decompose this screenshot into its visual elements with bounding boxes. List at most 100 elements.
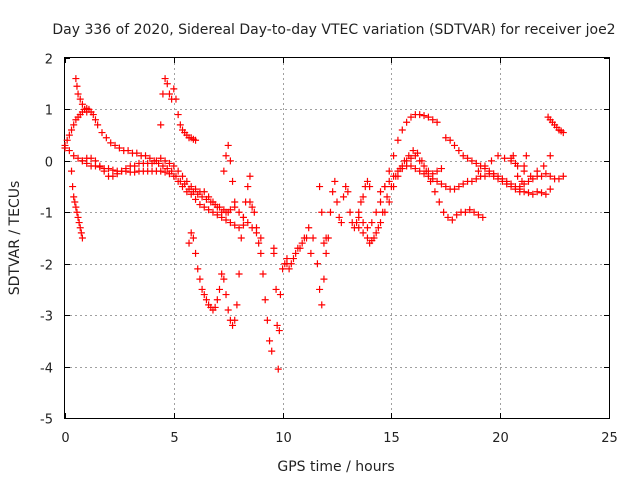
data-point bbox=[218, 270, 226, 278]
data-point bbox=[468, 177, 476, 185]
data-point bbox=[333, 198, 341, 206]
data-point bbox=[235, 270, 243, 278]
data-point bbox=[273, 321, 281, 329]
data-point bbox=[170, 162, 178, 170]
data-point bbox=[91, 116, 99, 124]
data-point bbox=[374, 224, 382, 232]
data-point bbox=[359, 193, 367, 201]
data-point bbox=[559, 172, 567, 180]
data-point bbox=[235, 208, 243, 216]
data-point bbox=[205, 193, 213, 201]
data-point bbox=[292, 249, 300, 257]
data-point bbox=[431, 188, 439, 196]
data-point bbox=[148, 159, 156, 167]
data-point bbox=[416, 167, 424, 175]
data-point bbox=[300, 234, 308, 242]
data-point bbox=[516, 188, 524, 196]
data-point bbox=[470, 208, 478, 216]
data-point bbox=[196, 201, 204, 209]
data-point bbox=[211, 303, 219, 311]
data-point bbox=[96, 162, 104, 170]
data-point bbox=[213, 211, 221, 219]
data-point bbox=[252, 224, 260, 232]
data-point bbox=[161, 157, 169, 165]
data-point bbox=[176, 121, 184, 129]
data-point bbox=[263, 316, 271, 324]
data-point bbox=[322, 249, 330, 257]
data-point bbox=[342, 183, 350, 191]
data-point bbox=[146, 154, 154, 162]
data-point bbox=[74, 213, 82, 221]
data-point bbox=[69, 183, 77, 191]
data-point bbox=[255, 239, 263, 247]
x-tick-label: 15 bbox=[383, 431, 400, 446]
data-point bbox=[192, 249, 200, 257]
data-point bbox=[400, 157, 408, 165]
data-point bbox=[231, 198, 239, 206]
data-point bbox=[115, 144, 123, 152]
data-point bbox=[222, 216, 230, 224]
data-point bbox=[514, 172, 522, 180]
data-point bbox=[131, 168, 139, 176]
data-point bbox=[142, 152, 150, 160]
data-point bbox=[222, 291, 230, 299]
data-point bbox=[226, 157, 234, 165]
data-point bbox=[74, 154, 82, 162]
data-point bbox=[546, 152, 554, 160]
data-point bbox=[542, 190, 550, 198]
data-point bbox=[377, 188, 385, 196]
data-point bbox=[152, 157, 160, 165]
data-point bbox=[296, 244, 304, 252]
data-point bbox=[337, 219, 345, 227]
data-point bbox=[222, 152, 230, 160]
data-point bbox=[442, 183, 450, 191]
data-point bbox=[209, 208, 217, 216]
data-point bbox=[87, 154, 95, 162]
data-point bbox=[174, 111, 182, 119]
data-point bbox=[398, 165, 406, 173]
data-point bbox=[187, 190, 195, 198]
data-point bbox=[268, 347, 276, 355]
data-point bbox=[165, 90, 173, 98]
series-track-16 bbox=[366, 147, 487, 247]
data-point bbox=[174, 177, 182, 185]
data-point bbox=[429, 175, 437, 183]
data-point bbox=[289, 255, 297, 263]
data-point bbox=[416, 111, 424, 119]
data-point bbox=[91, 157, 99, 165]
data-point bbox=[409, 147, 417, 155]
data-point bbox=[472, 175, 480, 183]
series-track-9 bbox=[220, 141, 239, 206]
data-point bbox=[71, 198, 79, 206]
data-point bbox=[246, 198, 254, 206]
data-point bbox=[424, 113, 432, 121]
data-point bbox=[411, 165, 419, 173]
data-point bbox=[77, 229, 85, 237]
data-point bbox=[485, 167, 493, 175]
data-point bbox=[420, 112, 428, 120]
data-point bbox=[224, 141, 232, 149]
data-point bbox=[414, 149, 422, 157]
data-point bbox=[344, 188, 352, 196]
data-point bbox=[65, 131, 73, 139]
data-point bbox=[318, 301, 326, 309]
data-point bbox=[407, 113, 415, 121]
data-point bbox=[183, 177, 191, 185]
x-tick-label: 5 bbox=[170, 431, 178, 446]
data-point bbox=[538, 189, 546, 197]
data-point bbox=[257, 249, 265, 257]
data-point bbox=[185, 239, 193, 247]
data-point bbox=[335, 213, 343, 221]
x-tick-label: 0 bbox=[61, 431, 69, 446]
data-point bbox=[355, 213, 363, 221]
data-point bbox=[239, 221, 247, 229]
data-point bbox=[498, 175, 506, 183]
y-axis-label: SDTVAR / TECUs bbox=[7, 181, 23, 296]
data-point bbox=[285, 265, 293, 273]
grid bbox=[65, 58, 609, 418]
data-point bbox=[235, 224, 243, 232]
data-point bbox=[527, 172, 535, 180]
data-point bbox=[433, 118, 441, 126]
y-tick-labels: -5 -4 -3 -2 -1 0 1 2 bbox=[40, 53, 53, 428]
data-point bbox=[202, 296, 210, 304]
